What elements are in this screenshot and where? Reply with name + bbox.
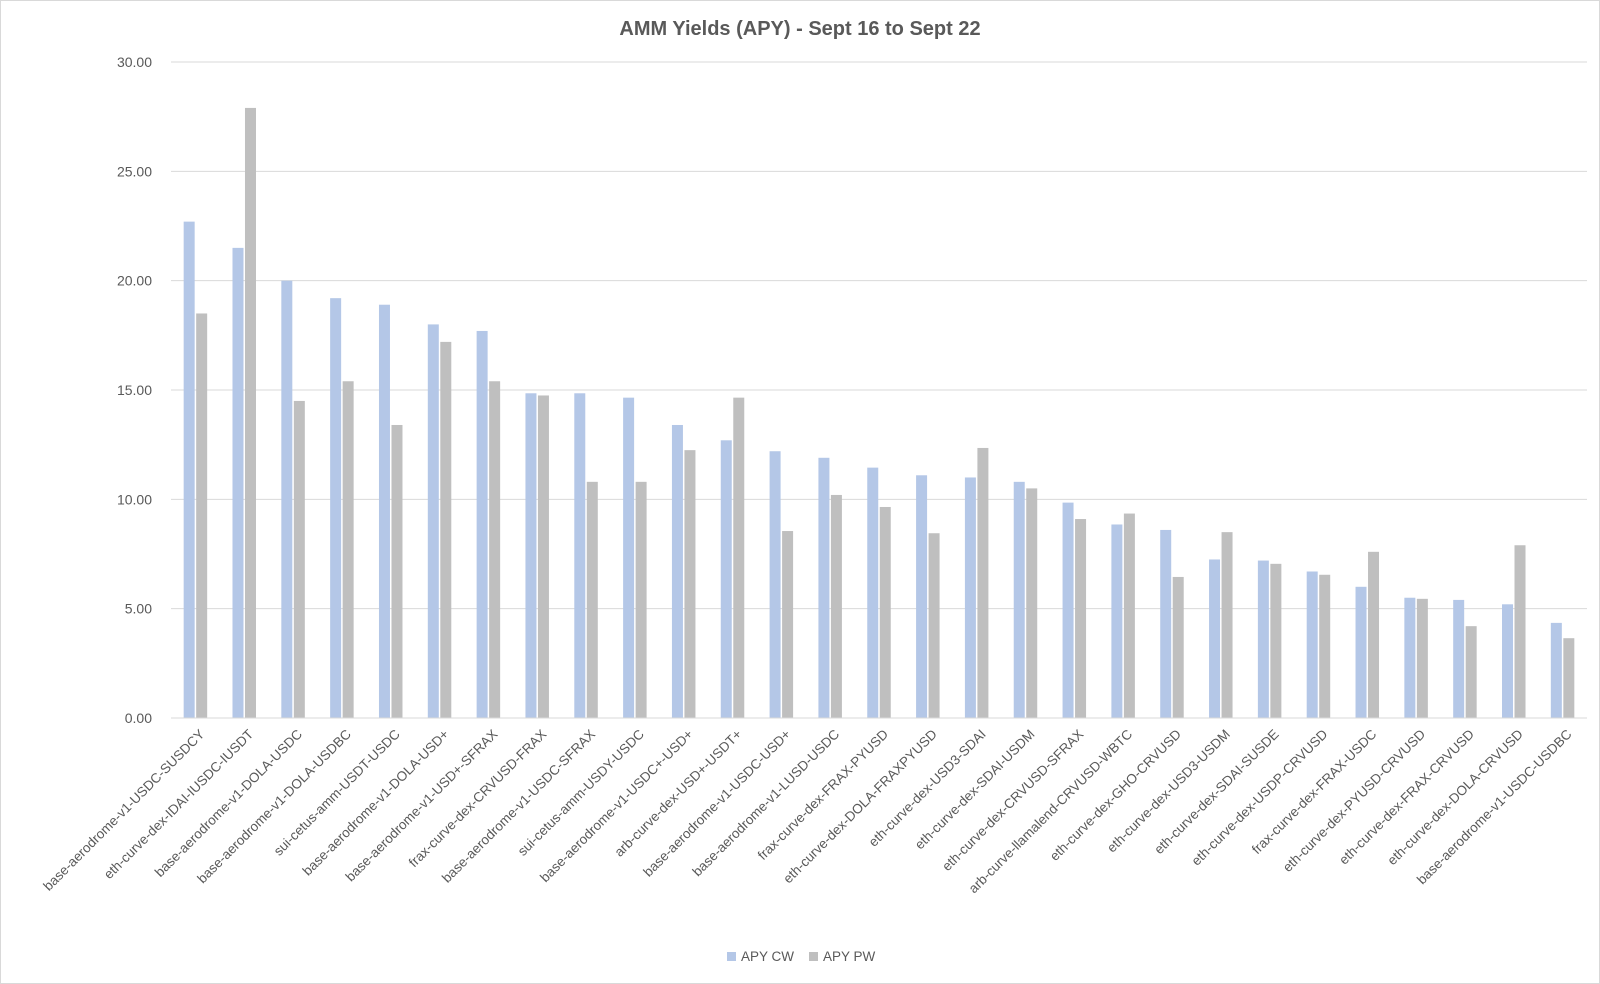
y-tick-label: 20.00 [117, 273, 152, 289]
bar-apy-cw [1502, 604, 1514, 718]
bar-apy-cw [916, 475, 928, 718]
bar-apy-cw [1550, 622, 1562, 718]
bar-apy-cw [1453, 599, 1465, 718]
bar-apy-pw [928, 533, 940, 718]
bar-apy-pw [1270, 563, 1282, 718]
y-axis-tick-labels: 0.00 5.00 10.00 15.00 20.00 25.00 30.00 [117, 54, 152, 726]
bar-apy-pw [782, 531, 794, 718]
bar-apy-cw [574, 393, 586, 718]
bar-apy-cw [964, 477, 976, 718]
bar-apy-pw [733, 397, 745, 718]
bar-apy-cw [1404, 597, 1416, 718]
bar-apy-cw [525, 393, 537, 718]
bar-apy-pw [1172, 576, 1184, 718]
bar-apy-pw [830, 494, 842, 718]
y-tick-label: 10.00 [117, 491, 152, 507]
bar-apy-pw [1026, 488, 1038, 718]
bar-apy-pw [489, 381, 501, 718]
bar-apy-pw [196, 313, 208, 718]
bar-apy-cw [1062, 502, 1074, 718]
gridlines [171, 61, 1587, 610]
bar-apy-pw [342, 381, 354, 718]
bar-apy-pw [1075, 519, 1087, 718]
bar-apy-pw [391, 424, 403, 718]
bar-apy-pw [1319, 574, 1331, 718]
bars [183, 107, 1575, 719]
bar-apy-pw [1221, 532, 1233, 718]
bar-apy-pw [537, 395, 549, 718]
bar-apy-cw [623, 397, 635, 718]
bar-apy-pw [586, 481, 598, 718]
y-tick-label: 0.00 [125, 710, 152, 726]
legend-label-apy-pw: APY PW [823, 949, 876, 964]
bar-apy-cw [378, 304, 390, 718]
bar-apy-pw [977, 447, 989, 718]
bar-apy-cw [1306, 571, 1318, 718]
y-tick-label: 30.00 [117, 54, 152, 70]
legend-label-apy-cw: APY CW [741, 949, 794, 964]
y-tick-label: 15.00 [117, 382, 152, 398]
bar-apy-cw [1257, 560, 1269, 718]
bar-apy-cw [1111, 524, 1123, 718]
x-axis-tick-labels: base-aerodrome-v1-USDC-SUSDCYeth-curve-d… [40, 726, 1574, 896]
bar-apy-cw [1209, 559, 1221, 718]
bar-apy-pw [635, 481, 647, 718]
bar-apy-cw [818, 457, 830, 718]
bar-apy-cw [476, 330, 488, 718]
bar-apy-pw [879, 506, 891, 718]
legend: APY CW APY PW [727, 949, 876, 964]
bar-apy-cw [1013, 481, 1025, 718]
bar-apy-cw [427, 324, 439, 718]
bar-apy-pw [244, 107, 256, 719]
chart-title: AMM Yields (APY) - Sept 16 to Sept 22 [619, 18, 980, 40]
bar-apy-pw [293, 400, 305, 718]
legend-swatch-apy-pw [809, 952, 818, 961]
bar-apy-pw [1465, 626, 1477, 718]
bar-apy-pw [1368, 551, 1380, 718]
bar-apy-pw [440, 341, 452, 718]
bar-apy-pw [1563, 638, 1575, 718]
bar-apy-cw [281, 280, 293, 718]
bar-apy-cw [769, 451, 781, 718]
bar-apy-cw [183, 221, 195, 719]
bar-apy-pw [1123, 513, 1135, 718]
bar-apy-cw [1160, 529, 1172, 718]
legend-swatch-apy-cw [727, 952, 736, 961]
bar-apy-cw [330, 298, 342, 718]
bar-apy-cw [1355, 586, 1367, 718]
bar-apy-pw [1514, 545, 1526, 718]
bar-apy-pw [1416, 598, 1428, 718]
y-tick-label: 25.00 [117, 163, 152, 179]
bar-apy-cw [671, 424, 683, 718]
bar-apy-cw [867, 467, 879, 718]
bar-apy-cw [232, 247, 244, 718]
y-tick-label: 5.00 [125, 601, 152, 617]
bar-apy-pw [684, 450, 696, 718]
bar-apy-cw [720, 440, 732, 718]
